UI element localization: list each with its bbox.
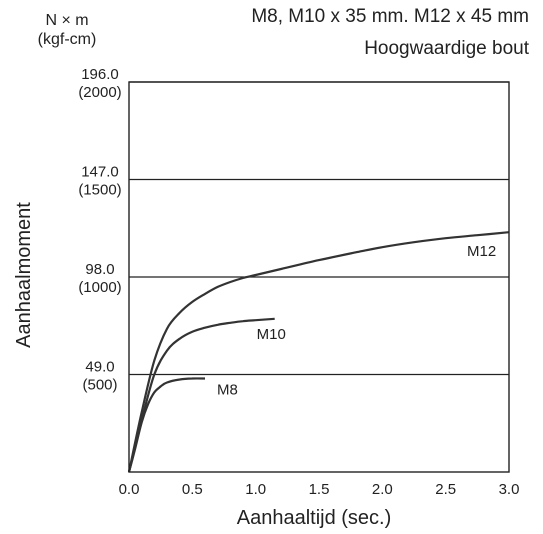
chart-subtitle: Hoogwaardige bout: [364, 38, 529, 59]
y-axis-label: Aanhaalmoment: [13, 202, 35, 348]
x-tick-label: 2.5: [435, 481, 456, 498]
x-tick-label: 0.0: [119, 481, 140, 498]
y-tick-labels: 49.0(500) 98.0(1000) 147.0(1500) 196.0(2000…: [78, 66, 121, 394]
series-labels: M8 M10 M12: [217, 243, 496, 398]
x-tick-label: 2.0: [372, 481, 393, 498]
y-tick-label: 147.0: [81, 164, 119, 181]
grid-layer: [129, 81, 509, 376]
x-tick-label: 1.5: [309, 481, 330, 498]
x-tick-label: 0.5: [182, 481, 203, 498]
y-tick-sublabel: (1500): [78, 182, 121, 199]
y-tick-sublabel: (2000): [78, 84, 121, 101]
y-tick-label: 196.0: [81, 66, 119, 83]
series-layer: [127, 231, 510, 473]
y-unit-sublabel: (kgf-cm): [37, 31, 97, 48]
y-tick-sublabel: (500): [82, 377, 117, 394]
series-line-m12: [127, 231, 510, 473]
x-tick-label: 1.0: [245, 481, 266, 498]
x-axis-label: Aanhaaltijd (sec.): [237, 507, 392, 529]
plot-frame: [128, 81, 510, 473]
chart-title: M8, M10 x 35 mm. M12 x 45 mm: [251, 6, 529, 27]
series-line-m10: [127, 317, 275, 473]
x-tick-label: 3.0: [499, 481, 520, 498]
y-unit-label: N × m: [45, 12, 89, 29]
y-tick-sublabel: (1000): [78, 279, 121, 296]
series-label-m8: M8: [217, 381, 238, 398]
series-label-m10: M10: [257, 326, 286, 343]
y-tick-label: 49.0: [85, 359, 114, 376]
x-tick-labels: 0.0 0.5 1.0 1.5 2.0 2.5 3.0: [119, 481, 520, 498]
series-label-m12: M12: [467, 243, 496, 260]
y-tick-label: 98.0: [85, 261, 114, 278]
